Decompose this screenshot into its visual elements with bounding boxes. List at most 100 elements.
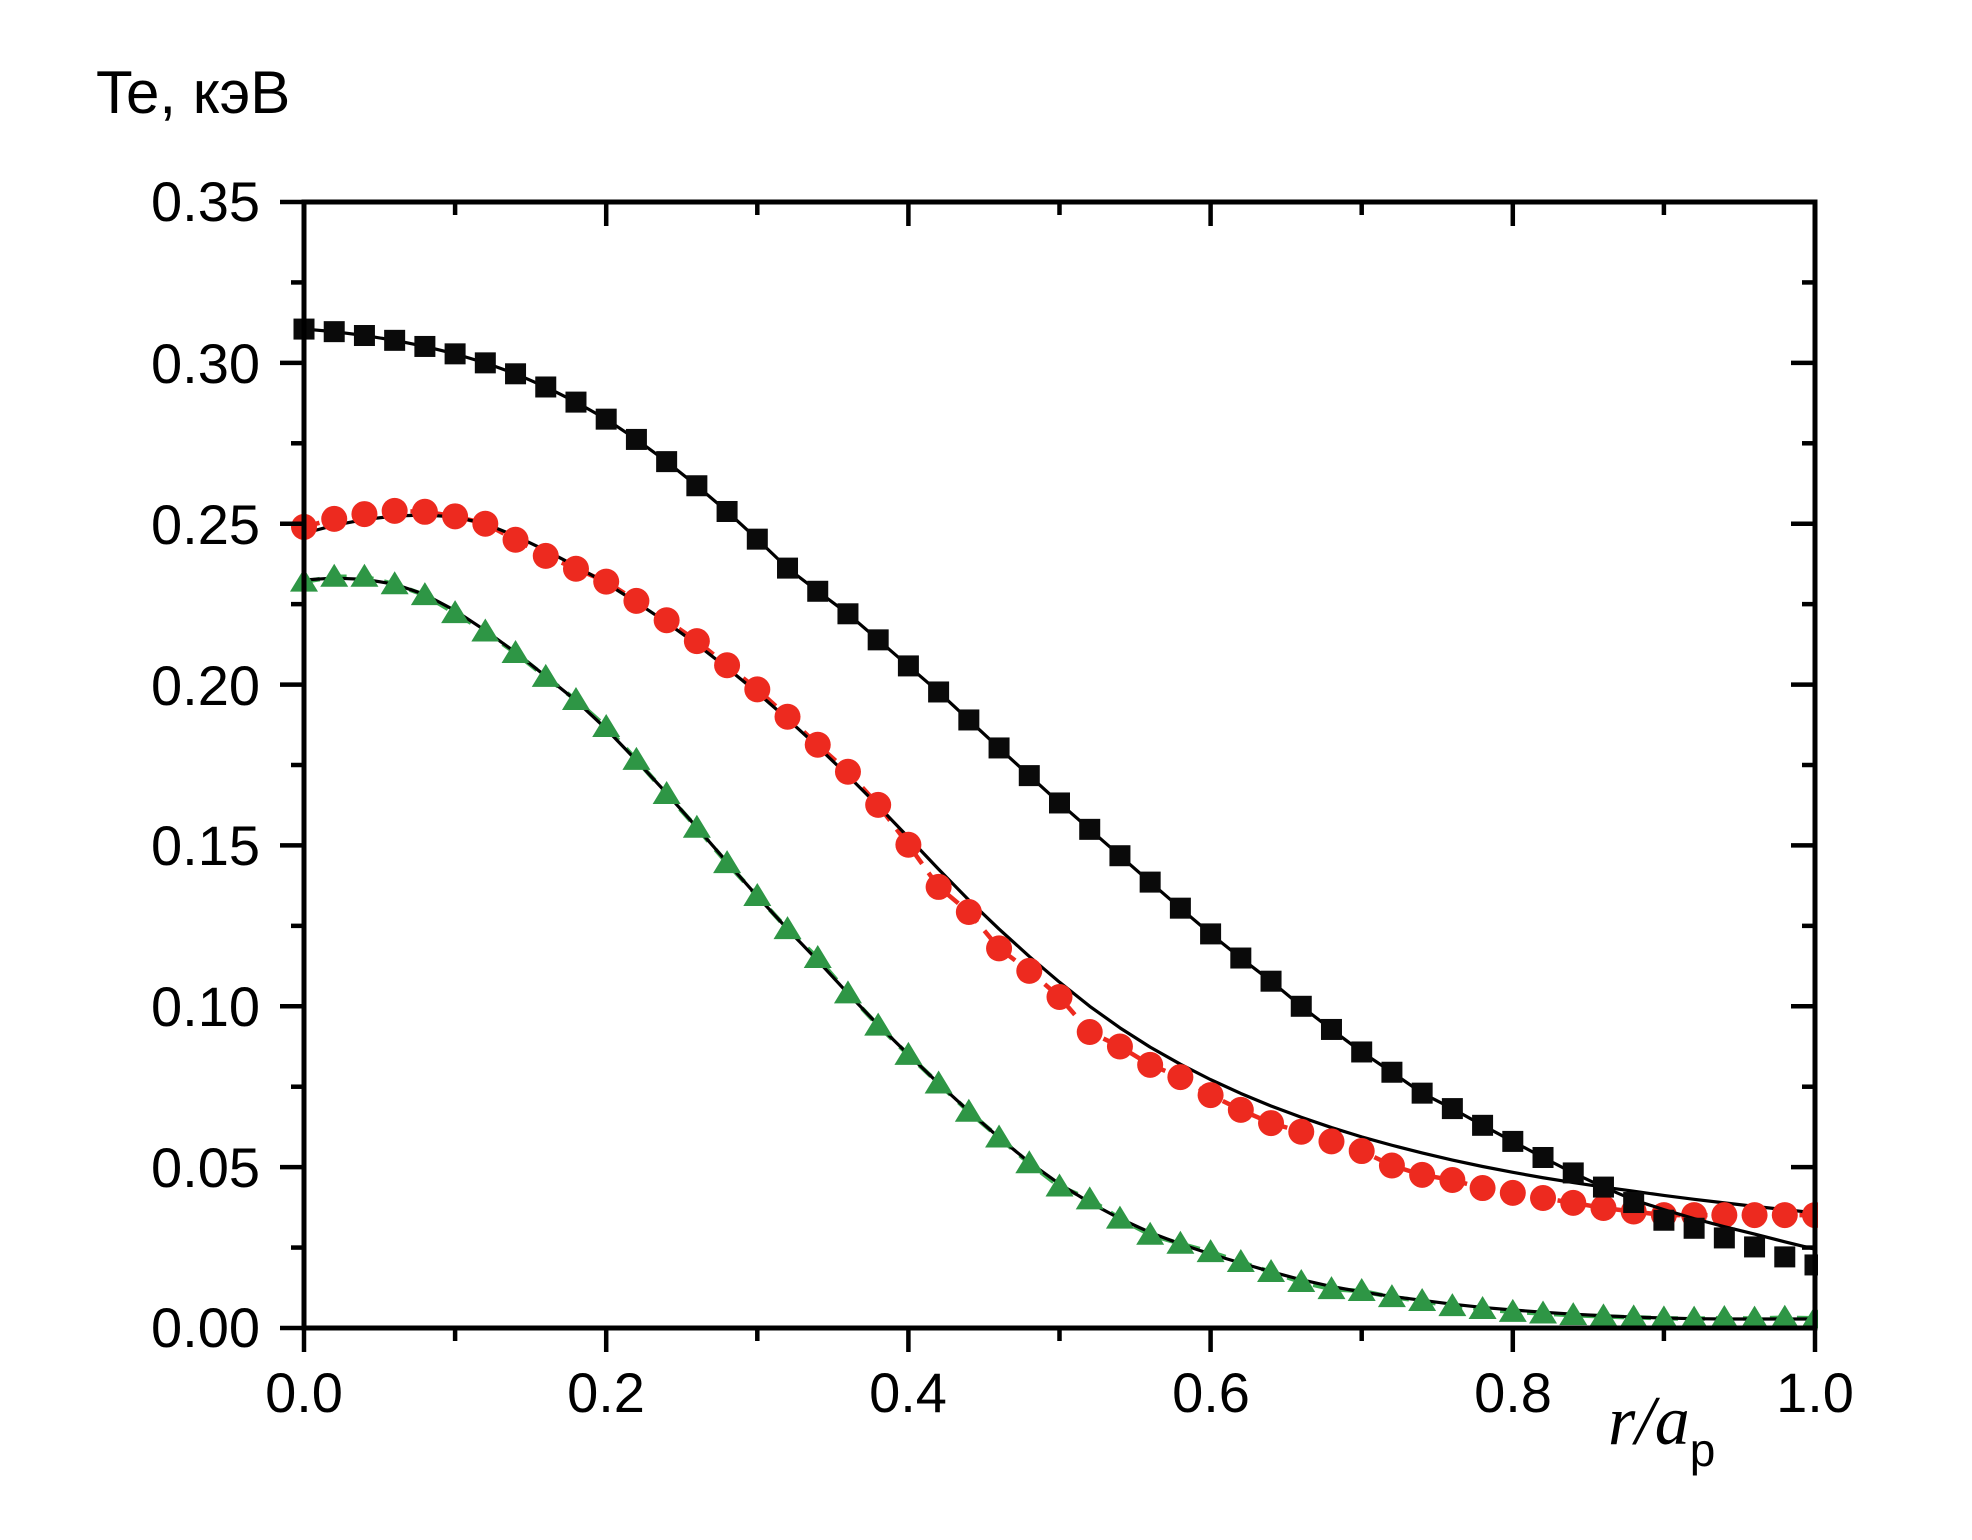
y-tick-label: 0.25 xyxy=(151,493,260,556)
square-marker xyxy=(565,391,587,413)
circle-marker xyxy=(683,628,710,655)
square-marker xyxy=(1049,792,1070,814)
y-tick-label: 0.00 xyxy=(151,1296,260,1359)
square-marker xyxy=(1169,897,1191,919)
square-marker xyxy=(505,363,527,385)
circle-marker xyxy=(925,873,952,900)
square-marker xyxy=(1774,1246,1796,1268)
triangle-marker xyxy=(622,746,651,770)
square-marker xyxy=(716,500,738,522)
circle-marker xyxy=(653,607,680,634)
triangle-marker xyxy=(773,916,802,940)
circle-marker xyxy=(1167,1064,1194,1091)
red-circles-dashed-connector-line xyxy=(303,508,1815,1218)
triangle-marker xyxy=(652,780,681,804)
triangle-marker xyxy=(1438,1293,1467,1317)
square-marker xyxy=(1441,1098,1463,1120)
square-marker xyxy=(928,681,950,703)
square-marker xyxy=(1744,1236,1766,1258)
green-triangles-fit-line xyxy=(303,576,1815,1321)
circle-marker xyxy=(774,703,801,730)
circle-marker xyxy=(955,899,982,926)
triangle-marker xyxy=(531,663,560,687)
triangle-marker xyxy=(803,945,832,969)
y-tick-label: 0.20 xyxy=(151,654,260,717)
triangle-marker xyxy=(1770,1304,1799,1328)
circle-marker xyxy=(442,503,469,530)
series-green-triangles xyxy=(290,563,1818,1329)
circle-marker xyxy=(1227,1096,1254,1123)
circle-marker xyxy=(502,526,529,553)
square-marker xyxy=(1230,947,1252,969)
x-axis-title-subscript: p xyxy=(1689,1424,1716,1476)
triangle-marker xyxy=(320,563,349,587)
circle-marker xyxy=(1530,1185,1557,1212)
circle-marker xyxy=(834,758,861,785)
triangle-marker xyxy=(1408,1287,1437,1311)
square-marker xyxy=(625,428,647,450)
triangle-marker xyxy=(1166,1230,1195,1254)
triangle-marker xyxy=(1075,1186,1104,1210)
square-marker xyxy=(1532,1146,1554,1168)
triangle-marker xyxy=(1226,1249,1255,1273)
circle-marker xyxy=(532,542,559,569)
triangle-marker xyxy=(1105,1205,1134,1229)
circle-marker xyxy=(593,568,620,595)
x-tick-label: 1.0 xyxy=(1776,1361,1854,1424)
triangle-marker xyxy=(1589,1303,1618,1327)
triangle-marker xyxy=(1680,1305,1709,1329)
square-marker xyxy=(1381,1061,1403,1083)
x-tick-label: 0.8 xyxy=(1474,1361,1552,1424)
plot-frame xyxy=(301,199,1818,1331)
triangle-marker xyxy=(894,1041,923,1065)
triangle-marker xyxy=(1377,1284,1406,1308)
triangle-marker xyxy=(1317,1276,1346,1300)
square-marker xyxy=(777,557,799,579)
square-marker xyxy=(1290,995,1312,1017)
square-marker xyxy=(353,325,375,347)
circle-marker xyxy=(1560,1189,1587,1216)
triangle-marker xyxy=(1468,1296,1497,1320)
square-marker xyxy=(1109,845,1131,867)
square-marker xyxy=(414,335,436,357)
triangle-marker xyxy=(743,882,772,906)
circle-marker xyxy=(472,510,499,537)
circle-marker xyxy=(1076,1019,1103,1046)
triangle-marker xyxy=(1649,1305,1678,1329)
square-marker xyxy=(1592,1176,1614,1198)
y-tick-label: 0.10 xyxy=(151,975,260,1038)
circle-marker xyxy=(351,501,378,528)
square-marker xyxy=(1713,1227,1735,1249)
circle-marker xyxy=(562,555,589,582)
square-marker xyxy=(837,603,859,625)
square-marker xyxy=(656,451,678,473)
circle-marker xyxy=(1771,1202,1798,1229)
black-squares-fit-line xyxy=(303,327,1816,1251)
circle-marker xyxy=(1106,1033,1133,1060)
square-marker xyxy=(1472,1114,1494,1136)
square-marker xyxy=(958,709,980,731)
circle-marker xyxy=(1741,1202,1768,1229)
square-marker xyxy=(807,580,829,602)
triangle-marker xyxy=(924,1070,953,1094)
triangle-marker xyxy=(1015,1150,1044,1174)
circle-marker xyxy=(411,498,438,525)
circle-marker xyxy=(804,731,831,758)
circle-marker xyxy=(623,587,650,614)
circle-marker xyxy=(1258,1110,1285,1137)
triangle-marker xyxy=(501,640,530,664)
square-marker xyxy=(746,528,768,550)
triangle-marker xyxy=(1257,1259,1286,1283)
circle-marker xyxy=(895,831,922,858)
square-marker xyxy=(1502,1130,1524,1152)
square-marker xyxy=(1653,1209,1675,1231)
square-marker xyxy=(1683,1217,1705,1239)
triangle-marker xyxy=(713,850,742,874)
series-black-squares xyxy=(293,318,1818,1276)
triangle-marker xyxy=(561,687,590,711)
triangle-marker xyxy=(682,814,711,838)
triangle-marker xyxy=(1498,1298,1527,1322)
square-marker xyxy=(1018,765,1040,787)
